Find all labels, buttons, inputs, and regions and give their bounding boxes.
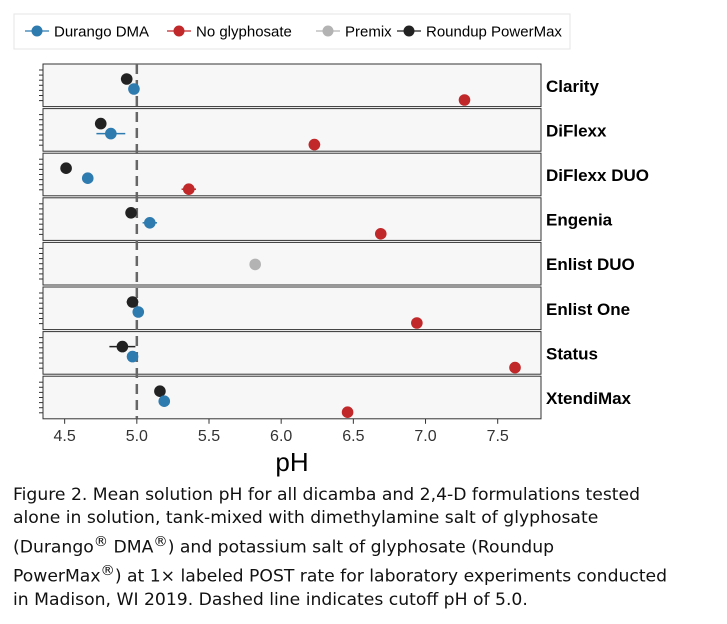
- panel-background: [42, 108, 542, 152]
- x-tick-label: 5.5: [198, 428, 220, 445]
- point-enlist-one-roundup-powermax: [126, 296, 139, 308]
- facet-label-diflexx-duo: DiFlexx DUO: [546, 166, 649, 185]
- data-point: [374, 228, 387, 240]
- point-engenia-durango-dma: [142, 217, 158, 229]
- legend-label: Premix: [345, 24, 392, 41]
- facet-label-enlist-duo: Enlist DUO: [546, 255, 635, 274]
- x-tick-label: 7.5: [487, 428, 509, 445]
- facet-label-xtendimax: XtendiMax: [546, 389, 632, 408]
- data-point: [341, 406, 354, 419]
- panel-enlist-one: Enlist One: [39, 286, 630, 331]
- caption-part-4: ) at 1× labeled POST rate for laboratory…: [13, 566, 668, 611]
- point-diflexx-duo-no-glyphosate: [181, 183, 197, 195]
- data-point: [132, 306, 145, 318]
- point-clarity-durango-dma: [128, 83, 140, 95]
- x-tick-label: 6.5: [342, 428, 364, 445]
- point-clarity-no-glyphosate: [458, 94, 471, 106]
- facet-label-clarity: Clarity: [546, 77, 599, 96]
- x-axis-title: pH: [275, 447, 308, 477]
- panel-background: [42, 241, 542, 286]
- legend-item-roundup-powermax: Roundup PowerMax: [397, 24, 562, 41]
- point-diflexx-roundup-powermax: [94, 117, 107, 130]
- x-tick-label: 7.0: [414, 428, 436, 445]
- figure-caption: Figure 2. Mean solution pH for all dicam…: [13, 484, 725, 613]
- panel-background: [42, 152, 542, 197]
- legend-label: Durango DMA: [54, 24, 149, 41]
- point-xtendimax-roundup-powermax: [154, 385, 166, 398]
- facet-label-engenia: Engenia: [546, 211, 613, 230]
- point-engenia-no-glyphosate: [374, 228, 387, 240]
- legend-key-dot: [173, 25, 185, 37]
- data-point: [60, 162, 72, 174]
- data-point: [411, 317, 423, 329]
- point-clarity-roundup-powermax: [120, 73, 133, 85]
- point-status-durango-dma: [126, 350, 139, 363]
- legend-key-dot: [322, 25, 334, 37]
- legend-item-premix: Premix: [316, 24, 392, 41]
- data-point: [128, 83, 140, 95]
- panel-background: [42, 375, 542, 420]
- x-tick-label: 5.0: [126, 428, 148, 445]
- point-enlist-one-no-glyphosate: [411, 317, 423, 329]
- panel-background: [42, 63, 542, 108]
- point-diflexx-no-glyphosate: [308, 138, 321, 151]
- panel-diflexx-duo: DiFlexx DUO: [39, 152, 649, 197]
- panel-diflexx: DiFlexx: [39, 108, 607, 152]
- data-point: [120, 73, 133, 85]
- data-point: [154, 385, 166, 398]
- data-point: [249, 258, 261, 271]
- point-diflexx-durango-dma: [96, 127, 126, 140]
- data-point: [116, 340, 129, 353]
- point-engenia-roundup-powermax: [125, 207, 137, 219]
- data-point: [126, 350, 139, 363]
- point-status-no-glyphosate: [509, 361, 521, 374]
- data-point: [144, 217, 156, 229]
- data-point: [81, 172, 94, 184]
- legend-key-dot: [403, 25, 415, 37]
- dot-plot-chart: Durango DMA No glyphosate Premix Roundup Po…: [13, 13, 649, 477]
- facet-label-diflexx: DiFlexx: [546, 121, 607, 140]
- data-point: [182, 183, 195, 195]
- registered-mark-2: ®: [153, 533, 168, 550]
- data-point: [125, 207, 137, 219]
- data-point: [105, 127, 117, 140]
- panel-background: [42, 331, 542, 375]
- data-point: [158, 395, 171, 408]
- legend-label: No glyphosate: [196, 24, 292, 41]
- legend-label: Roundup PowerMax: [426, 24, 562, 41]
- point-diflexx-duo-roundup-powermax: [60, 162, 72, 174]
- point-xtendimax-no-glyphosate: [341, 406, 354, 419]
- legend-item-no-glyphosate: No glyphosate: [167, 24, 292, 41]
- legend-box: [13, 13, 571, 50]
- legend-key-dot: [31, 25, 43, 37]
- panel-engenia: Engenia: [39, 197, 613, 241]
- facet-label-status: Status: [546, 344, 598, 363]
- panel-background: [42, 286, 542, 331]
- registered-mark-3: ®: [100, 562, 115, 579]
- x-tick-label: 4.5: [54, 428, 76, 445]
- panel-xtendimax: XtendiMax: [39, 375, 632, 420]
- data-point: [94, 117, 107, 130]
- registered-mark-1: ®: [93, 533, 109, 550]
- caption-part-1: Figure 2. Mean solution pH for all dicam…: [13, 485, 641, 558]
- panel-status: Status: [39, 331, 598, 375]
- point-enlist-one-durango-dma: [132, 306, 145, 318]
- facet-label-enlist-one: Enlist One: [546, 300, 630, 319]
- point-status-roundup-powermax: [109, 340, 136, 353]
- point-xtendimax-durango-dma: [158, 395, 171, 408]
- data-point: [458, 94, 471, 106]
- panel-background: [42, 197, 542, 241]
- caption-part-3: ) and potassium salt of glyphosate (Roun…: [13, 537, 554, 587]
- x-tick-label: 6.0: [270, 428, 292, 445]
- legend-item-durango-dma: Durango DMA: [25, 24, 149, 41]
- data-point: [509, 361, 521, 374]
- caption-part-2: DMA: [108, 537, 154, 558]
- panel-enlist-duo: Enlist DUO: [39, 241, 635, 286]
- point-enlist-duo-premix: [249, 258, 261, 271]
- panel-clarity: Clarity: [39, 63, 599, 108]
- point-diflexx-duo-durango-dma: [81, 172, 94, 184]
- data-point: [126, 296, 139, 308]
- data-point: [308, 138, 321, 151]
